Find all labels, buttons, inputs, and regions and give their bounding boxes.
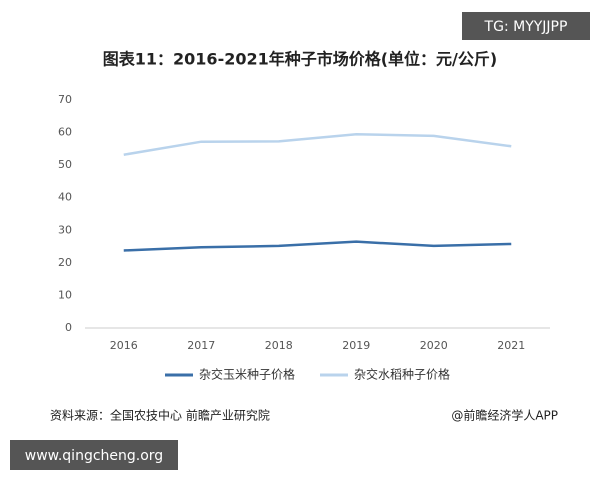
y-tick-label: 60 [58,126,72,139]
watermark-box [10,440,178,470]
line-series [123,240,512,252]
credit: @前瞻经济学人APP [451,408,558,423]
source: 资料来源：全国农技中心 前瞻产业研究院 [50,408,270,423]
watermark-bottom: www.qingcheng.org [25,448,163,464]
y-tick-label: 10 [58,288,72,301]
x-tick-label: 2017 [187,339,215,352]
y-tick-label: 30 [58,223,72,236]
line-series [123,132,512,156]
y-tick-label: 20 [58,256,72,269]
watermark-box [462,12,590,40]
y-tick-label: 0 [65,321,72,334]
y-tick-label: 40 [58,191,72,204]
legend-label: 杂交水稻种子价格 [354,367,450,382]
x-tick-label: 2020 [420,339,448,352]
y-tick-label: 50 [58,158,72,171]
x-tick-label: 2016 [110,339,138,352]
x-tick-label: 2018 [265,339,293,352]
legend-label: 杂交玉米种子价格 [199,367,295,382]
x-tick-label: 2019 [342,339,370,352]
y-tick-label: 70 [58,93,72,106]
chart-title: 图表11：2016-2021年种子市场价格(单位：元/公斤) [103,50,497,69]
x-tick-label: 2021 [497,339,525,352]
watermark-top: TG: MYYJJPP [484,19,568,35]
